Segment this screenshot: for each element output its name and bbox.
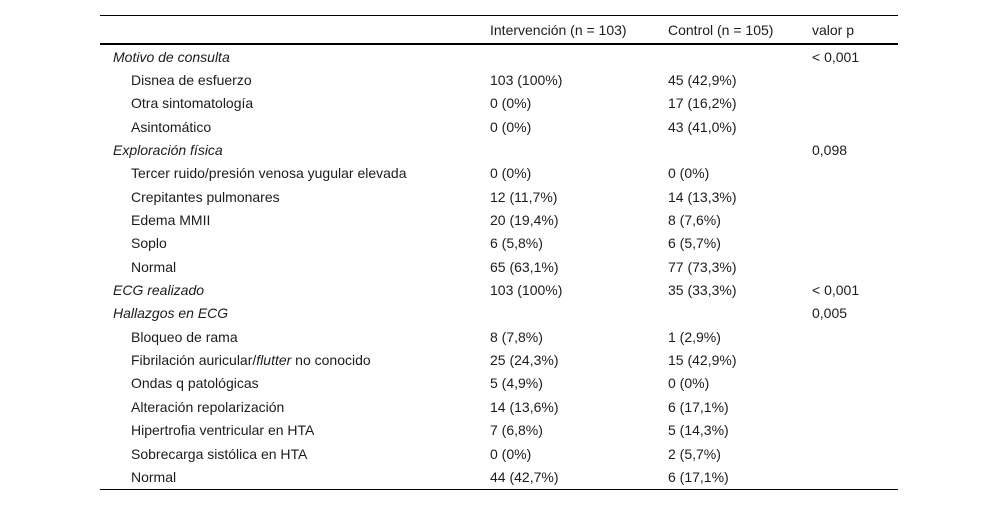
table-row: Edema MMII 20 (19,4%) 8 (7,6%): [100, 208, 898, 231]
table-row: Ondas q patológicas 5 (4,9%) 0 (0%): [100, 372, 898, 395]
intervention-value: 0 (0%): [490, 118, 532, 135]
table-header-row: Intervención (n = 103) Control (n = 105)…: [100, 15, 898, 45]
table-row: Exploración física 0,098: [100, 138, 898, 161]
control-value: 14 (13,3%): [668, 188, 737, 205]
row-label: Ondas q patológicas: [131, 375, 259, 392]
control-value: 2 (5,7%): [668, 445, 721, 462]
control-value: 35 (33,3%): [668, 282, 737, 299]
control-value: 0 (0%): [668, 165, 710, 182]
table-row: Hallazgos en ECG 0,005: [100, 302, 898, 325]
table-row: Hipertrofia ventricular en HTA 7 (6,8%) …: [100, 419, 898, 442]
control-value: 43 (41,0%): [668, 118, 737, 135]
table-row: Normal 44 (42,7%) 6 (17,1%): [100, 465, 898, 488]
control-value: 6 (17,1%): [668, 468, 729, 485]
p-value: 0,005: [812, 305, 848, 322]
intervention-value: 44 (42,7%): [490, 468, 559, 485]
table-row: Tercer ruido/presión venosa yugular elev…: [100, 162, 898, 185]
row-label: Otra sintomatología: [131, 95, 254, 112]
intervention-value: 0 (0%): [490, 95, 532, 112]
table-row: Bloqueo de rama 8 (7,8%) 1 (2,9%): [100, 325, 898, 348]
intervention-value: 6 (5,8%): [490, 235, 543, 252]
row-label: Crepitantes pulmonares: [131, 188, 280, 205]
control-value: 5 (14,3%): [668, 422, 729, 439]
control-value: 45 (42,9%): [668, 72, 737, 89]
intervention-value: 103 (100%): [490, 282, 563, 299]
control-value: 6 (17,1%): [668, 398, 729, 415]
control-value: 1 (2,9%): [668, 328, 721, 345]
header-intervention-column: Intervención (n = 103): [490, 21, 627, 38]
control-value: 15 (42,9%): [668, 352, 737, 369]
table-row: Otra sintomatología 0 (0%) 17 (16,2%): [100, 92, 898, 115]
p-value: < 0,001: [812, 48, 860, 65]
p-value: 0,098: [812, 142, 848, 159]
intervention-value: 0 (0%): [490, 445, 532, 462]
table-row: Normal 65 (63,1%) 77 (73,3%): [100, 255, 898, 278]
intervention-value: 65 (63,1%): [490, 258, 559, 275]
row-label: Fibrilación auricular/flutter no conocid…: [131, 352, 371, 369]
clinical-comparison-table: Intervención (n = 103) Control (n = 105)…: [100, 15, 898, 490]
control-value: 6 (5,7%): [668, 235, 721, 252]
table-row: Motivo de consulta < 0,001: [100, 45, 898, 68]
row-label: Motivo de consulta: [113, 48, 230, 65]
table-row: Crepitantes pulmonares 12 (11,7%) 14 (13…: [100, 185, 898, 208]
table-row: Asintomático 0 (0%) 43 (41,0%): [100, 115, 898, 138]
row-label: Soplo: [131, 235, 167, 252]
row-label: Asintomático: [131, 118, 212, 135]
p-value: < 0,001: [812, 282, 860, 299]
row-label: Normal: [131, 468, 177, 485]
intervention-value: 25 (24,3%): [490, 352, 559, 369]
control-value: 17 (16,2%): [668, 95, 737, 112]
intervention-value: 7 (6,8%): [490, 422, 543, 439]
table-body: Motivo de consulta < 0,001 Disnea de esf…: [100, 45, 898, 490]
control-value: 8 (7,6%): [668, 212, 721, 229]
intervention-value: 14 (13,6%): [490, 398, 559, 415]
table-row: Disnea de esfuerzo 103 (100%) 45 (42,9%): [100, 68, 898, 91]
row-label: Alteración repolarización: [131, 398, 285, 415]
header-control-column: Control (n = 105): [668, 21, 774, 38]
header-pvalue-column: valor p: [812, 21, 855, 38]
control-value: 77 (73,3%): [668, 258, 737, 275]
row-label: Sobrecarga sistólica en HTA: [131, 445, 308, 462]
intervention-value: 20 (19,4%): [490, 212, 559, 229]
intervention-value: 5 (4,9%): [490, 375, 543, 392]
row-label: Bloqueo de rama: [131, 328, 238, 345]
table-row: Alteración repolarización 14 (13,6%) 6 (…: [100, 395, 898, 418]
table-row: ECG realizado 103 (100%) 35 (33,3%) < 0,…: [100, 278, 898, 301]
intervention-value: 8 (7,8%): [490, 328, 543, 345]
row-label: Hipertrofia ventricular en HTA: [131, 422, 315, 439]
table-row: Fibrilación auricular/flutter no conocid…: [100, 348, 898, 371]
table-row: Soplo 6 (5,8%) 6 (5,7%): [100, 232, 898, 255]
row-label: Edema MMII: [131, 212, 211, 229]
row-label: ECG realizado: [113, 282, 205, 299]
intervention-value: 103 (100%): [490, 72, 563, 89]
row-label: Hallazgos en ECG: [113, 305, 229, 322]
row-label: Tercer ruido/presión venosa yugular elev…: [131, 165, 407, 182]
row-label: Disnea de esfuerzo: [131, 72, 252, 89]
control-value: 0 (0%): [668, 375, 710, 392]
intervention-value: 12 (11,7%): [490, 188, 558, 205]
row-label: Exploración física: [113, 142, 223, 159]
intervention-value: 0 (0%): [490, 165, 532, 182]
row-label: Normal: [131, 258, 177, 275]
table-row: Sobrecarga sistólica en HTA 0 (0%) 2 (5,…: [100, 442, 898, 465]
